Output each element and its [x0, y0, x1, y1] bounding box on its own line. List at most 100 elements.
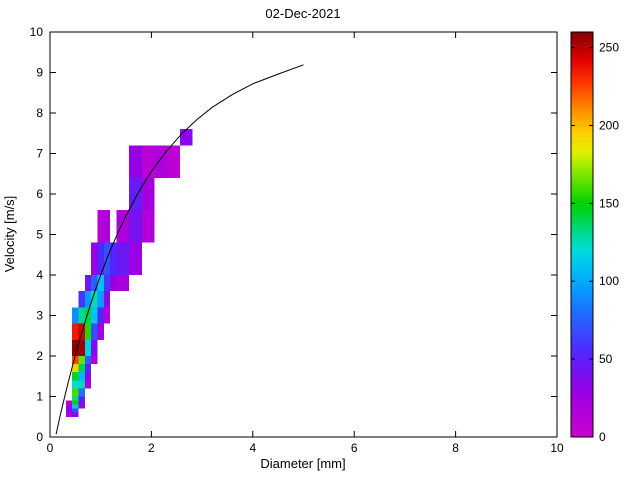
chart-title: 02-Dec-2021	[265, 6, 340, 21]
heatmap-cell	[84, 275, 92, 292]
y-tick-label: 3	[36, 309, 43, 323]
heatmap-cell	[78, 339, 85, 356]
heatmap-cell	[103, 210, 111, 243]
x-tick-label: 10	[550, 441, 564, 455]
x-tick-label: 2	[148, 441, 155, 455]
heatmap-cell	[141, 177, 155, 211]
heatmap-cell	[97, 210, 104, 243]
axes: 0 2 4 6 8 10 0 1 2 3 4 5 6 7 8 9 10	[30, 25, 564, 455]
heatmap-cell	[116, 275, 130, 292]
heatmap-cell	[72, 372, 79, 381]
heatmap-cell	[78, 364, 85, 373]
heatmap-cell	[72, 364, 79, 373]
heatmap-cell	[97, 307, 104, 324]
y-tick-label: 5	[36, 228, 43, 242]
heatmap-cell	[97, 275, 104, 292]
heatmap-cell	[110, 242, 117, 275]
heatmap-cell	[97, 323, 104, 340]
heatmap-cell	[91, 307, 98, 324]
x-tick-label: 6	[351, 441, 358, 455]
heatmap-cell	[72, 388, 79, 397]
heatmap-cell	[72, 412, 79, 417]
y-tick-label: 2	[36, 349, 43, 363]
heatmap-cell	[78, 307, 85, 324]
heatmap-cell	[129, 145, 142, 178]
heatmap-cell	[72, 404, 79, 409]
heatmap-cells	[65, 129, 193, 417]
heatmap-cell	[72, 323, 79, 340]
heatmap-cell	[65, 408, 73, 413]
heatmap-cell	[78, 404, 85, 409]
y-tick-label: 10	[30, 25, 44, 39]
heatmap-cell	[84, 291, 92, 308]
y-tick-label: 8	[36, 106, 43, 120]
colorbar-tick-label: 100	[599, 274, 619, 288]
y-axis-label: Velocity [m/s]	[2, 196, 17, 273]
heatmap-cell	[141, 145, 155, 178]
heatmap-cell	[91, 291, 98, 308]
heatmap-cell	[78, 396, 85, 401]
x-axis-label: Diameter [mm]	[260, 456, 345, 471]
heatmap-cell	[141, 210, 155, 243]
x-tick-label: 4	[249, 441, 256, 455]
heatmap-cell	[72, 400, 79, 405]
heatmap-cell	[129, 242, 142, 275]
heatmap-cell	[78, 400, 85, 405]
heatmap-cell	[72, 380, 79, 389]
colorbar-box	[570, 31, 594, 438]
heatmap-cell	[129, 177, 142, 211]
heatmap-cell	[78, 291, 85, 308]
heatmap-cell	[91, 356, 98, 365]
colorbar-tick-label: 150	[599, 196, 619, 210]
heatmap-cell	[78, 380, 85, 389]
y-tick-label: 9	[36, 66, 43, 80]
x-tick-label: 8	[452, 441, 459, 455]
heatmap-cell	[78, 356, 85, 365]
heatmap-cell	[72, 408, 79, 413]
colorbar: 0 50 100 150 200 250	[570, 31, 619, 444]
heatmap-cell	[91, 339, 98, 356]
y-tick-label: 6	[36, 187, 43, 201]
heatmap-cell	[91, 242, 98, 275]
heatmap-cell	[84, 356, 92, 365]
heatmap-cell	[84, 339, 92, 356]
heatmap-cell	[179, 129, 193, 146]
colorbar-tick-label: 50	[599, 352, 613, 366]
heatmap-cell	[72, 396, 79, 401]
y-tick-label: 4	[36, 268, 43, 282]
heatmap-cell	[72, 307, 79, 324]
heatmap-cell	[103, 307, 111, 324]
heatmap-cell	[129, 210, 142, 243]
colorbar-strip	[571, 32, 593, 437]
heatmap-cell	[91, 275, 98, 292]
heatmap-cell	[103, 291, 111, 308]
heatmap-cell	[72, 356, 79, 365]
heatmap-cell	[97, 242, 104, 275]
y-tick-label: 1	[36, 390, 43, 404]
y-tick-label: 0	[36, 430, 43, 444]
terminal-velocity-curve-layer	[55, 64, 304, 435]
heatmap-cell	[116, 210, 130, 243]
y-tick-label: 7	[36, 147, 43, 161]
colorbar-tick-label: 200	[599, 118, 619, 132]
heatmap-cell	[91, 323, 98, 340]
terminal-velocity-curve	[55, 64, 304, 435]
heatmap-cell	[65, 400, 73, 405]
heatmap-cell	[97, 291, 104, 308]
heatmap-cell	[84, 372, 92, 381]
colorbar-tick-label: 250	[599, 41, 619, 55]
heatmap-cell	[84, 307, 92, 324]
x-tick-label: 0	[47, 441, 54, 455]
colorbar-tick-label: 0	[599, 430, 606, 444]
heatmap-cell	[116, 242, 130, 275]
heatmap-cell	[154, 145, 168, 178]
heatmap-cell	[65, 404, 73, 409]
heatmap-cell	[72, 339, 79, 356]
heatmap-cell	[103, 275, 111, 292]
heatmap-cell	[65, 412, 73, 417]
heatmap-cell	[84, 323, 92, 340]
heatmap-cell	[110, 275, 117, 292]
heatmap-cell	[78, 388, 85, 397]
heatmap-cell	[84, 364, 92, 373]
